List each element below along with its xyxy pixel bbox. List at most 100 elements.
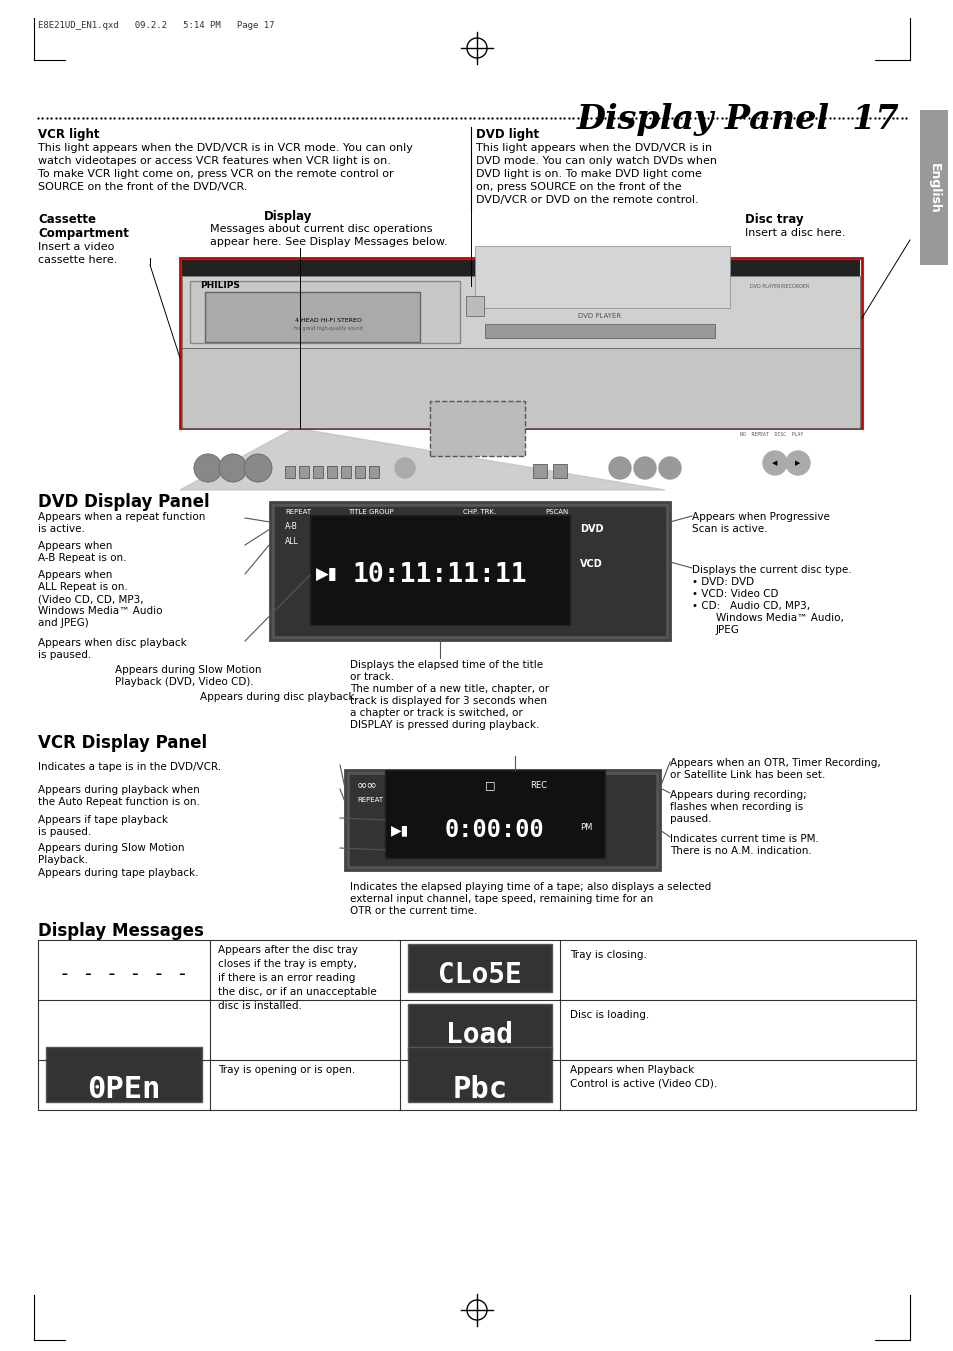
Text: ▶: ▶ (795, 459, 800, 466)
Text: Insert a video: Insert a video (38, 242, 114, 253)
Text: Load: Load (446, 1021, 513, 1048)
Text: Display: Display (264, 209, 312, 223)
Text: track is displayed for 3 seconds when: track is displayed for 3 seconds when (350, 696, 546, 707)
Bar (180, 258, 862, 428)
Text: CHP. TRK.: CHP. TRK. (462, 509, 496, 515)
Text: English: English (926, 162, 940, 213)
Text: Appears when Progressive: Appears when Progressive (691, 512, 829, 521)
Text: • DVD: DVD: • DVD: DVD (691, 577, 753, 586)
Text: DISPLAY is pressed during playback.: DISPLAY is pressed during playback. (350, 720, 538, 730)
Text: DVD mode. You can only watch DVDs when: DVD mode. You can only watch DVDs when (476, 155, 717, 166)
Text: ▶▮: ▶▮ (315, 566, 337, 584)
Text: ALL: ALL (285, 536, 298, 546)
Text: Appears when: Appears when (38, 540, 112, 551)
Circle shape (634, 457, 656, 480)
Text: watch videotapes or access VCR features when VCR light is on.: watch videotapes or access VCR features … (38, 155, 391, 166)
Text: Indicates the elapsed playing time of a tape; also displays a selected: Indicates the elapsed playing time of a … (350, 882, 711, 892)
Text: is active.: is active. (38, 524, 85, 534)
Text: □: □ (484, 780, 495, 790)
Text: VCR Display Panel: VCR Display Panel (38, 734, 207, 753)
Text: REPEAT: REPEAT (356, 797, 383, 802)
Text: Tray is opening or is open.: Tray is opening or is open. (218, 1065, 355, 1075)
Text: Tray is closing.: Tray is closing. (569, 950, 646, 961)
Text: Windows Media™ Audio,: Windows Media™ Audio, (716, 613, 843, 623)
Text: PSCAN: PSCAN (544, 509, 568, 515)
Bar (274, 507, 664, 635)
Text: for great high-quality sound: for great high-quality sound (294, 326, 362, 331)
Text: DVD light: DVD light (476, 128, 538, 141)
Text: Pbc: Pbc (452, 1075, 507, 1105)
Text: There is no A.M. indication.: There is no A.M. indication. (669, 846, 811, 857)
Bar (553, 463, 566, 478)
Text: Indicates current time is PM.: Indicates current time is PM. (669, 834, 818, 844)
Text: Appears during disc playback.: Appears during disc playback. (200, 692, 357, 703)
Text: Appears during Slow Motion: Appears during Slow Motion (115, 665, 261, 676)
Bar (310, 515, 569, 626)
Text: Messages about current disc operations: Messages about current disc operations (210, 224, 432, 234)
Bar (38, 940, 915, 1111)
Text: Appears if tape playback: Appears if tape playback (38, 815, 168, 825)
Text: This light appears when the DVD/VCR is in: This light appears when the DVD/VCR is i… (476, 143, 711, 153)
Text: Playback (DVD, Video CD).: Playback (DVD, Video CD). (115, 677, 253, 688)
Text: DVD PLAYER/RECORDER: DVD PLAYER/RECORDER (749, 284, 809, 289)
Text: Disc is loading.: Disc is loading. (569, 1011, 649, 1020)
Text: Playback.: Playback. (38, 855, 88, 865)
Text: external input channel, tape speed, remaining time for an: external input channel, tape speed, rema… (350, 894, 653, 904)
Circle shape (659, 457, 680, 480)
Polygon shape (180, 428, 664, 490)
Bar (465, 296, 483, 316)
Circle shape (193, 454, 222, 482)
Text: • VCD: Video CD: • VCD: Video CD (691, 589, 778, 598)
Text: DVD/VCR or DVD on the remote control.: DVD/VCR or DVD on the remote control. (476, 195, 698, 205)
Text: DVD: DVD (579, 524, 603, 534)
Text: is paused.: is paused. (38, 827, 91, 838)
Text: Appears when an OTR, Timer Recording,: Appears when an OTR, Timer Recording, (669, 758, 880, 767)
Bar (340, 466, 351, 478)
Text: Appears after the disc tray
closes if the tray is empty,
if there is an error re: Appears after the disc tray closes if th… (218, 944, 376, 1011)
Bar (408, 944, 552, 992)
Text: (Video CD, CD, MP3,: (Video CD, CD, MP3, (38, 594, 144, 604)
Text: Appears during playback when: Appears during playback when (38, 785, 199, 794)
Text: Appears during tape playback.: Appears during tape playback. (38, 867, 198, 878)
Bar (46, 1047, 202, 1102)
Bar (408, 1047, 552, 1102)
Text: 4 HEAD HI-FI STEREO: 4 HEAD HI-FI STEREO (294, 317, 361, 323)
Text: or Satellite Link has been set.: or Satellite Link has been set. (669, 770, 824, 780)
Text: the Auto Repeat function is on.: the Auto Repeat function is on. (38, 797, 200, 807)
Circle shape (244, 454, 272, 482)
Text: ▶▮: ▶▮ (391, 823, 409, 838)
Text: TITLE GROUP: TITLE GROUP (348, 509, 394, 515)
Text: VCD: VCD (579, 559, 602, 569)
Text: 0:00:00: 0:00:00 (445, 817, 544, 842)
Text: DVD light is on. To make DVD light come: DVD light is on. To make DVD light come (476, 169, 701, 178)
Text: Appears when a repeat function: Appears when a repeat function (38, 512, 205, 521)
Text: Scan is active.: Scan is active. (691, 524, 767, 534)
Text: REC: REC (530, 781, 546, 790)
Text: DVD Display Panel: DVD Display Panel (38, 493, 210, 511)
Text: appear here. See Display Messages below.: appear here. See Display Messages below. (210, 236, 447, 247)
Text: OTR or the current time.: OTR or the current time. (350, 907, 476, 916)
Bar (205, 292, 419, 342)
Circle shape (395, 458, 415, 478)
Text: a chapter or track is switched, or: a chapter or track is switched, or (350, 708, 522, 717)
Text: The number of a new title, chapter, or: The number of a new title, chapter, or (350, 684, 549, 694)
Bar (385, 770, 604, 858)
Bar (430, 401, 524, 457)
Bar (285, 466, 294, 478)
Text: This light appears when the DVD/VCR is in VCR mode. You can only: This light appears when the DVD/VCR is i… (38, 143, 413, 153)
Bar (182, 349, 859, 428)
Text: and JPEG): and JPEG) (38, 617, 89, 628)
Text: PM: PM (579, 823, 592, 832)
Text: paused.: paused. (669, 815, 711, 824)
Text: To make VCR light come on, press VCR on the remote control or: To make VCR light come on, press VCR on … (38, 169, 394, 178)
Text: CLo5E: CLo5E (437, 961, 521, 989)
Bar (484, 324, 714, 338)
Text: Cassette: Cassette (38, 213, 96, 226)
Text: VCR light: VCR light (38, 128, 99, 141)
Text: Appears during Slow Motion: Appears during Slow Motion (38, 843, 184, 852)
Bar (190, 281, 459, 343)
Text: E8E21UD_EN1.qxd   09.2.2   5:14 PM   Page 17: E8E21UD_EN1.qxd 09.2.2 5:14 PM Page 17 (38, 22, 274, 30)
Bar (182, 276, 859, 349)
Text: • CD:   Audio CD, MP3,: • CD: Audio CD, MP3, (691, 601, 809, 611)
Bar (350, 775, 655, 865)
